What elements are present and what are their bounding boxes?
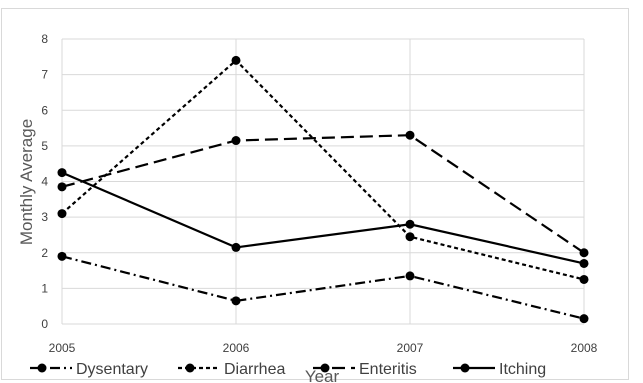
data-point-itching (405, 219, 415, 229)
y-tick-label: 3 (41, 210, 48, 224)
y-tick-label: 6 (41, 103, 48, 117)
series-line-enteritis (61, 134, 585, 254)
data-point-dysentary (405, 271, 415, 281)
x-tick-label: 2008 (571, 341, 598, 355)
data-point-itching (579, 258, 589, 268)
x-axis-title: Year (305, 367, 340, 383)
legend-marker (320, 363, 330, 373)
data-point-enteritis (57, 182, 67, 192)
legend-marker (37, 363, 47, 373)
data-point-itching (231, 242, 241, 252)
y-axis-title: Monthly Average (17, 119, 36, 245)
legend-item-enteritis: Enteritis (313, 361, 417, 378)
data-point-dysentary (57, 251, 67, 261)
series-diarrhea (57, 55, 589, 284)
chart-frame (1, 8, 629, 380)
legend-label: Diarrhea (224, 361, 285, 378)
y-tick-label: 2 (41, 246, 48, 260)
legend-marker (185, 363, 195, 373)
series-dysentary (57, 251, 589, 324)
series-itching (57, 168, 589, 268)
series-line-itching (61, 171, 585, 265)
x-tick-label: 2007 (397, 341, 424, 355)
y-tick-label: 5 (41, 139, 48, 153)
data-point-enteritis (405, 130, 415, 140)
x-tick-label: 2006 (223, 341, 250, 355)
series-lines (57, 55, 589, 324)
data-point-itching (57, 168, 67, 178)
series-line-diarrhea (61, 58, 585, 281)
data-point-enteritis (231, 136, 241, 146)
y-axis-ticks: 0 1 2 3 4 5 6 7 8 (41, 32, 48, 331)
y-tick-label: 7 (41, 68, 48, 82)
legend-item-itching: Itching (453, 361, 546, 378)
series-enteritis (57, 130, 589, 258)
legend-item-dysentary: Dysentary (30, 361, 148, 378)
data-point-diarrhea (579, 274, 589, 284)
data-point-dysentary (579, 314, 589, 324)
x-tick-label: 2005 (49, 341, 76, 355)
y-tick-label: 4 (41, 175, 48, 189)
series-line-dysentary (61, 255, 585, 320)
x-axis-ticks: 2005 2006 2007 2008 (49, 341, 598, 355)
y-tick-label: 1 (41, 281, 48, 295)
legend-label: Dysentary (76, 361, 148, 378)
data-point-dysentary (231, 296, 241, 306)
data-point-diarrhea (231, 55, 241, 65)
data-point-diarrhea (405, 232, 415, 242)
legend: Dysentary Diarrhea Enteritis Itching (30, 361, 546, 378)
y-tick-label: 8 (41, 32, 48, 46)
legend-marker (460, 363, 470, 373)
legend-label: Itching (499, 361, 546, 378)
data-point-diarrhea (57, 209, 67, 219)
data-point-enteritis (579, 248, 589, 258)
legend-label: Enteritis (359, 361, 417, 378)
y-tick-label: 0 (41, 317, 48, 331)
gridlines (61, 38, 585, 325)
legend-item-diarrhea: Diarrhea (178, 361, 285, 378)
